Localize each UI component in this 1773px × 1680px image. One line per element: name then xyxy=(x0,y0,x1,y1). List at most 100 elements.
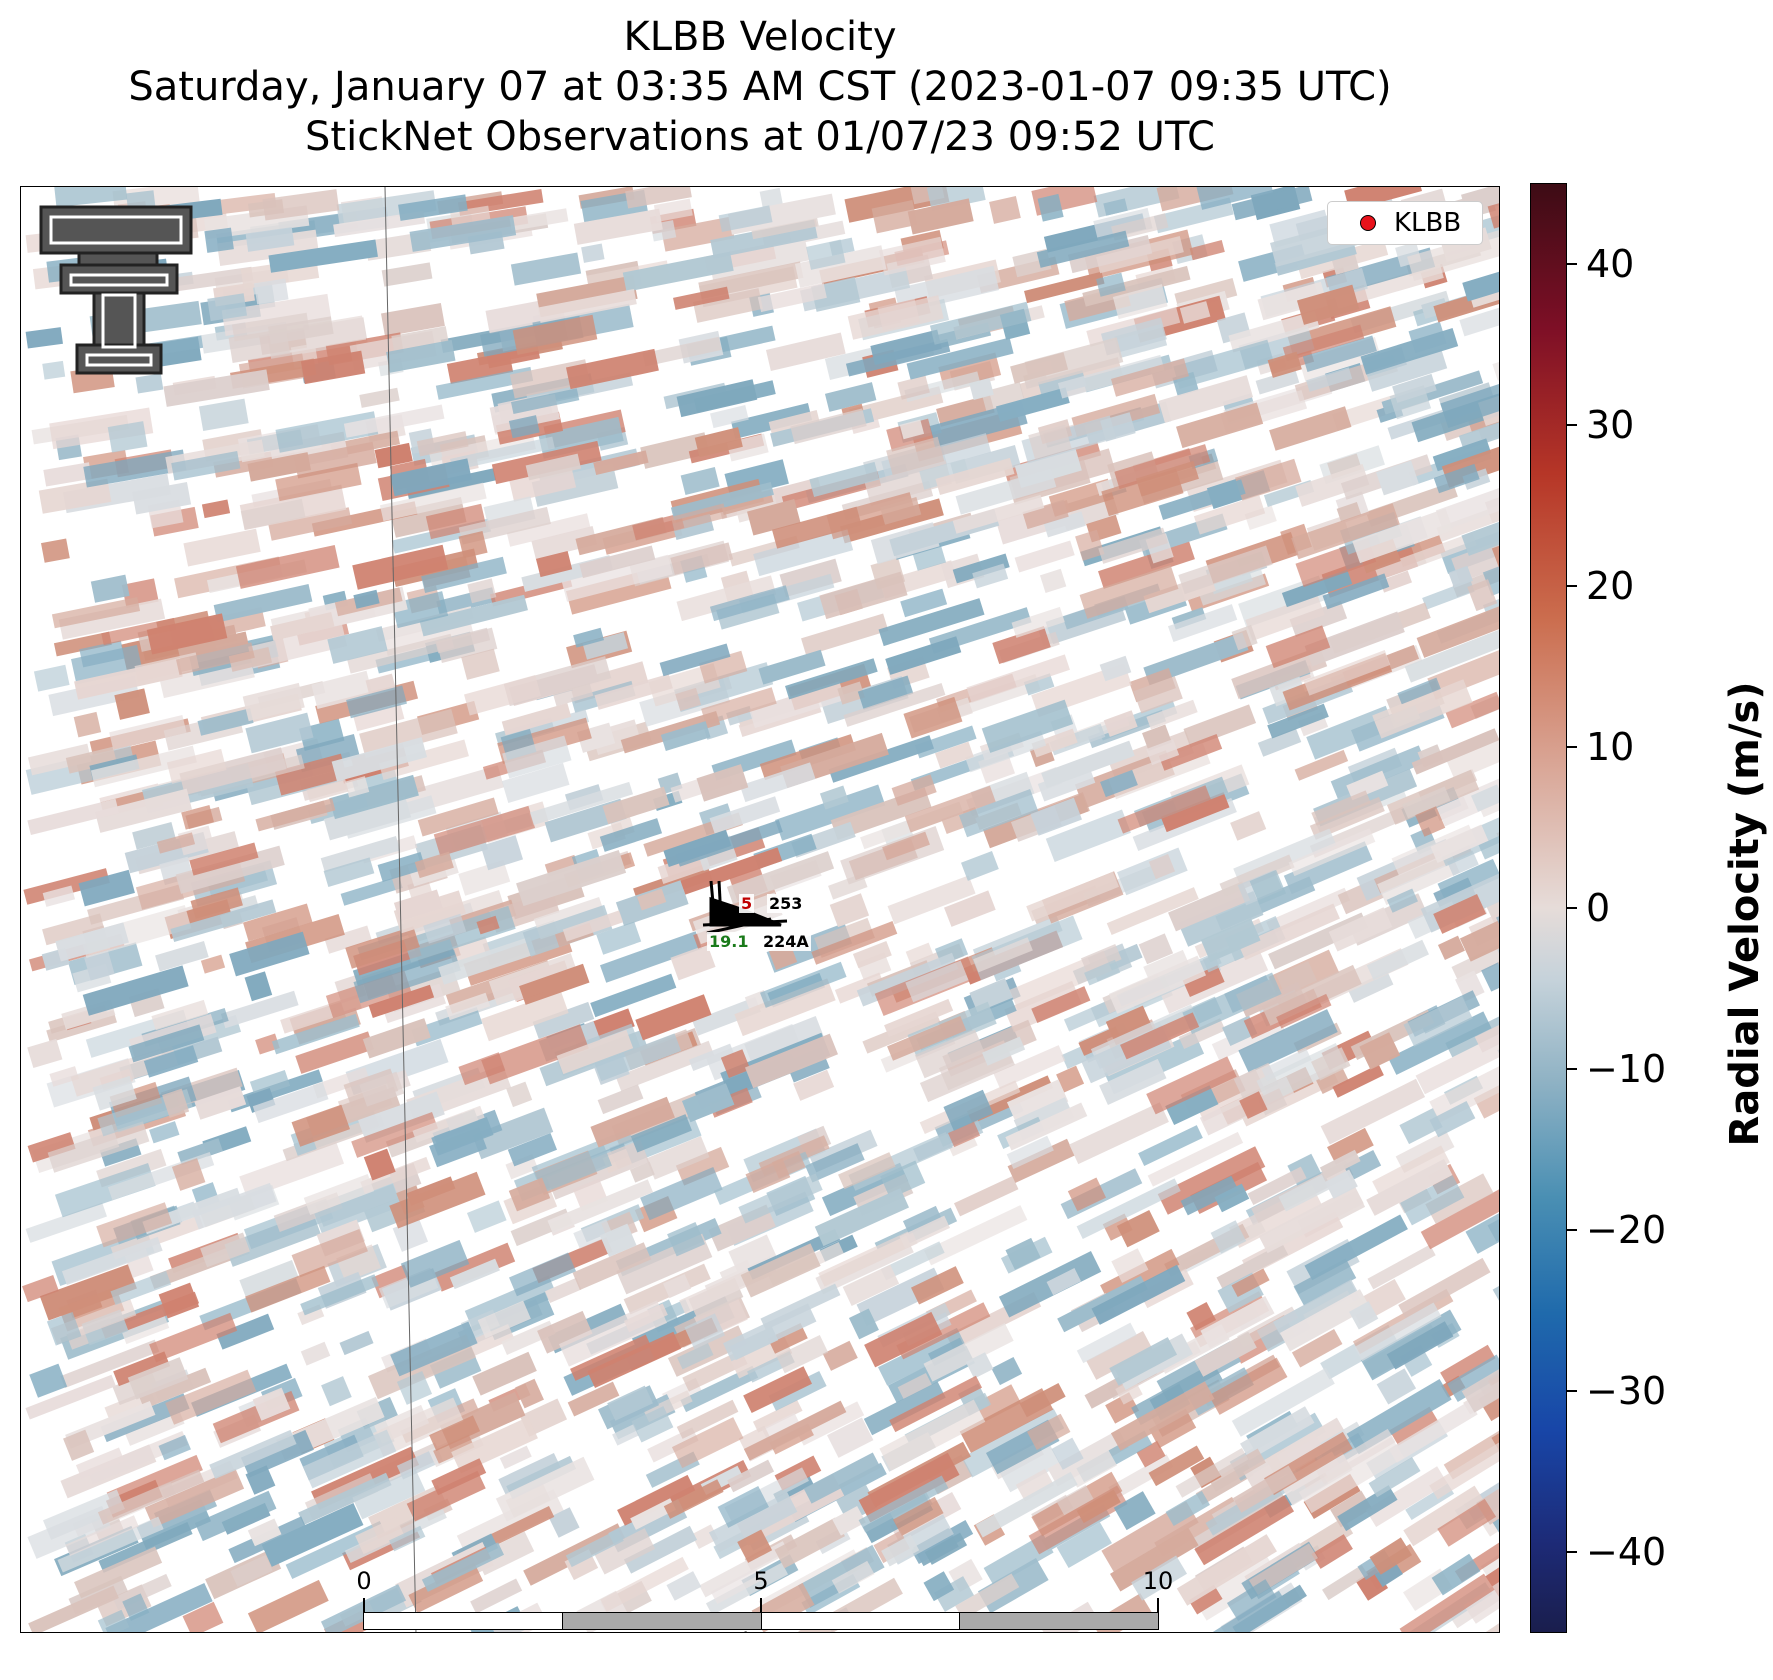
velocity-cell xyxy=(879,236,946,276)
velocity-cell xyxy=(622,251,734,292)
velocity-cell xyxy=(558,1300,668,1367)
velocity-cell xyxy=(1138,1125,1203,1166)
velocity-cell xyxy=(1067,1177,1107,1212)
velocity-cell xyxy=(955,468,1057,515)
velocity-cell xyxy=(1291,503,1400,560)
velocity-cell xyxy=(758,649,826,685)
colorbar-tick-label: 40 xyxy=(1586,241,1635,286)
velocity-cell xyxy=(565,1529,624,1568)
velocity-cell xyxy=(268,507,353,541)
velocity-cell xyxy=(1045,809,1131,862)
velocity-cell xyxy=(1289,600,1348,637)
velocity-cell xyxy=(163,369,270,407)
velocity-cell xyxy=(271,1013,360,1055)
velocity-cell xyxy=(1420,1186,1499,1250)
velocity-cell xyxy=(1492,336,1499,381)
velocity-cell xyxy=(1133,676,1183,714)
velocity-cell xyxy=(1360,327,1459,375)
velocity-cell xyxy=(1247,1166,1307,1206)
velocity-cell xyxy=(1322,573,1390,610)
velocity-cell xyxy=(477,1300,531,1339)
velocity-cell xyxy=(1158,733,1223,771)
velocity-cell xyxy=(245,1265,331,1313)
velocity-cell xyxy=(923,1322,1014,1382)
velocity-cell xyxy=(83,449,187,488)
velocity-cell xyxy=(1027,1413,1071,1451)
velocity-cell xyxy=(832,1506,866,1536)
velocity-cell xyxy=(837,681,865,705)
velocity-cell xyxy=(1076,1178,1181,1240)
velocity-cell xyxy=(470,1578,523,1614)
velocity-cell xyxy=(1096,272,1126,297)
velocity-cell xyxy=(1430,824,1489,864)
velocity-cell xyxy=(27,1132,76,1163)
velocity-cell xyxy=(127,1357,189,1400)
velocity-cell xyxy=(924,1205,1028,1266)
colorbar-tick-label: 20 xyxy=(1586,563,1635,608)
velocity-cell xyxy=(158,1282,200,1319)
velocity-cell xyxy=(887,1016,967,1061)
velocity-cell xyxy=(992,626,1051,665)
texas-tech-double-t-logo xyxy=(39,205,193,375)
velocity-cell xyxy=(819,785,849,810)
velocity-cell xyxy=(295,1031,375,1074)
velocity-cell xyxy=(300,1274,379,1316)
velocity-cell xyxy=(573,627,604,648)
velocity-cell xyxy=(1437,1498,1497,1547)
velocity-cell xyxy=(507,1133,558,1167)
colorbar-title: Radial Velocity (m/s) xyxy=(1722,681,1768,1147)
velocity-cell xyxy=(38,478,112,514)
velocity-cell xyxy=(1182,972,1282,1035)
velocity-cell xyxy=(1110,1381,1215,1451)
velocity-cell xyxy=(1267,351,1302,378)
velocity-cell xyxy=(631,1406,674,1443)
colorbar-tick xyxy=(1567,1390,1577,1393)
velocity-cell xyxy=(1120,1012,1200,1060)
velocity-cell xyxy=(1131,1555,1188,1601)
velocity-cell xyxy=(1344,187,1422,211)
velocity-cell xyxy=(1006,1135,1054,1170)
velocity-cell xyxy=(270,611,335,641)
velocity-cell xyxy=(842,1264,900,1306)
colorbar-tick-label: −10 xyxy=(1586,1047,1667,1092)
velocity-cell xyxy=(965,730,1047,773)
velocity-cell xyxy=(1146,739,1180,766)
velocity-cell xyxy=(1278,1174,1330,1212)
velocity-cell xyxy=(731,403,813,439)
velocity-cell xyxy=(1376,1368,1417,1405)
colorbar-tick-label: 10 xyxy=(1586,724,1635,769)
velocity-cell xyxy=(1440,1344,1496,1387)
velocity-cell xyxy=(1216,1243,1289,1289)
velocity-cell xyxy=(1389,1406,1439,1446)
velocity-cell xyxy=(966,654,1070,703)
velocity-cell xyxy=(1023,673,1055,696)
velocity-cell xyxy=(1478,824,1499,860)
velocity-cell xyxy=(548,1507,580,1538)
velocity-cell xyxy=(926,187,986,212)
velocity-cell xyxy=(429,1415,481,1451)
velocity-cell xyxy=(1160,792,1230,833)
radar-map[interactable]: KLBB 5 253 19.1 224A 0 5 10 km xyxy=(20,186,1500,1633)
velocity-cell xyxy=(419,594,528,637)
velocity-cell xyxy=(1099,655,1132,682)
velocity-cell xyxy=(466,1200,507,1233)
velocity-cell xyxy=(1276,993,1332,1029)
velocity-cell xyxy=(27,798,120,835)
velocity-cell xyxy=(1117,785,1211,834)
velocity-cell xyxy=(801,613,889,656)
velocity-cell xyxy=(1293,1258,1357,1307)
velocity-cell xyxy=(400,1239,470,1288)
velocity-cell xyxy=(805,1143,865,1183)
velocity-cell xyxy=(734,978,836,1037)
velocity-cell xyxy=(22,1275,59,1303)
velocity-cell xyxy=(323,857,375,888)
velocity-cell xyxy=(1267,703,1329,739)
velocity-cell xyxy=(1183,704,1257,748)
velocity-cell xyxy=(1416,599,1499,658)
velocity-cell xyxy=(590,973,677,1018)
velocity-cell xyxy=(1096,236,1184,274)
velocity-cell xyxy=(65,1515,139,1556)
velocity-cell xyxy=(1210,1590,1290,1632)
velocity-cell xyxy=(545,1277,582,1303)
velocity-cell xyxy=(1302,335,1377,372)
